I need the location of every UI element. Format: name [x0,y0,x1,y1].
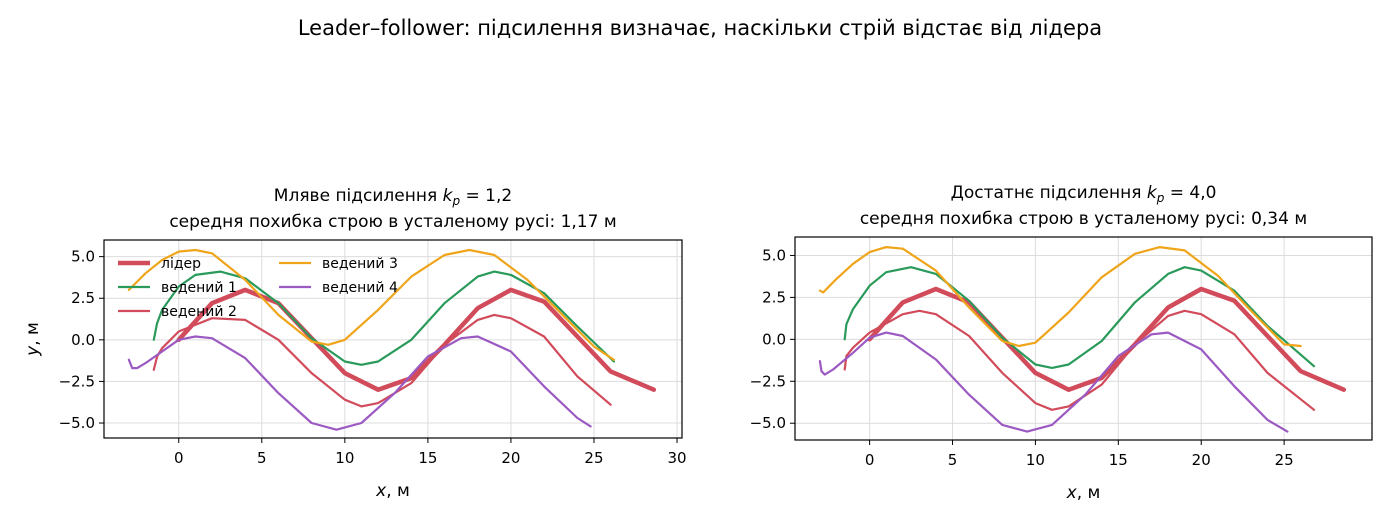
series-line-f2 [843,309,1316,411]
series-line-f1 [843,266,1316,369]
series-line-f3 [127,248,616,361]
x-tick-label: 20 [501,449,520,467]
panel-title-value: = 1,2 [460,186,512,206]
y-tick-label: −2.5 [59,372,95,390]
series-line-f1 [152,270,616,366]
panel-subtitle: середня похибка строю в усталеному русі:… [169,212,616,232]
panel-1: 0 5 10 15 20 25 30 5.0 2.5 0.0 −2.5 −5.0 Мляве підси… [23,186,687,501]
legend-label-f4: ведений 4 [322,280,398,296]
plot-frame [103,239,683,439]
x-tick-label: 10 [335,449,354,467]
x-tick-label: 15 [1109,451,1128,469]
series-line-f2 [152,313,612,408]
x-tick-label: 25 [584,449,603,467]
y-axis-label-unit: , м [23,322,43,346]
panel-title-value: = 4,0 [1164,183,1216,203]
x-axis-label-unit: , м [1077,483,1101,503]
panel-title-math: k [1147,183,1158,203]
x-axis-label-var: x [375,481,387,501]
y-axis-label-var: y [23,345,43,357]
panel-subtitle: середня похибка строю в усталеному русі:… [860,209,1307,229]
y-tick-label: 5.0 [71,248,95,266]
panel-title-math: k [443,186,454,206]
legend-label-f2: ведений 2 [161,304,237,320]
y-tick-label: −5.0 [750,414,786,432]
series-line-leader [176,287,657,392]
y-tick-label: 0.0 [762,330,786,348]
x-axis-label-unit: , м [386,481,410,501]
x-axis-label-var: x [1066,483,1078,503]
y-tick-label: 5.0 [762,246,786,264]
panel-title-subscript: p [451,194,460,208]
y-tick-label: 2.5 [762,288,786,306]
y-tick-label: 2.5 [71,289,95,307]
legend-label-f3: ведений 3 [322,256,398,272]
x-tick-label: 30 [667,449,686,467]
panel-title-subscript: p [1156,191,1165,205]
panel-title-text: Достатнє підсилення [951,183,1147,203]
y-tick-label: 0.0 [71,331,95,349]
legend-label-leader: лідер [161,256,201,272]
x-tick-label: 0 [174,449,184,467]
y-tick-label: −5.0 [59,414,95,432]
x-tick-label: 25 [1275,451,1294,469]
panel-title: Достатнє підсилення kp = 4,0 [951,183,1217,205]
x-axis-label: x, м [1066,483,1101,503]
panel-title: Мляве підсилення kp = 1,2 [274,186,512,208]
legend-label-f1: ведений 1 [161,280,237,296]
series-line-f4 [818,331,1289,433]
plot-frame [794,236,1373,441]
legend: лідер ведений 1 ведений 2 ведений 3 ведений … [118,256,398,320]
x-tick-label: 10 [1026,451,1045,469]
x-tick-label: 5 [257,449,267,467]
panel-title-text: Мляве підсилення [274,186,443,206]
series-line-f3 [818,246,1302,348]
x-axis-label: x, м [375,481,410,501]
x-tick-label: 15 [418,449,437,467]
x-tick-label: 0 [865,451,875,469]
series-line-leader [867,286,1347,392]
figure-title: Leader–follower: підсилення визначає, на… [297,16,1103,40]
x-tick-label: 5 [948,451,958,469]
y-axis-label: y, м [23,322,43,357]
y-tick-label: −2.5 [750,372,786,390]
panel-2: 0 5 10 15 20 25 5.0 2.5 0.0 −2.5 −5.0 Достатнє підс… [750,183,1373,503]
x-tick-label: 20 [1192,451,1211,469]
series-line-f4 [127,335,592,431]
